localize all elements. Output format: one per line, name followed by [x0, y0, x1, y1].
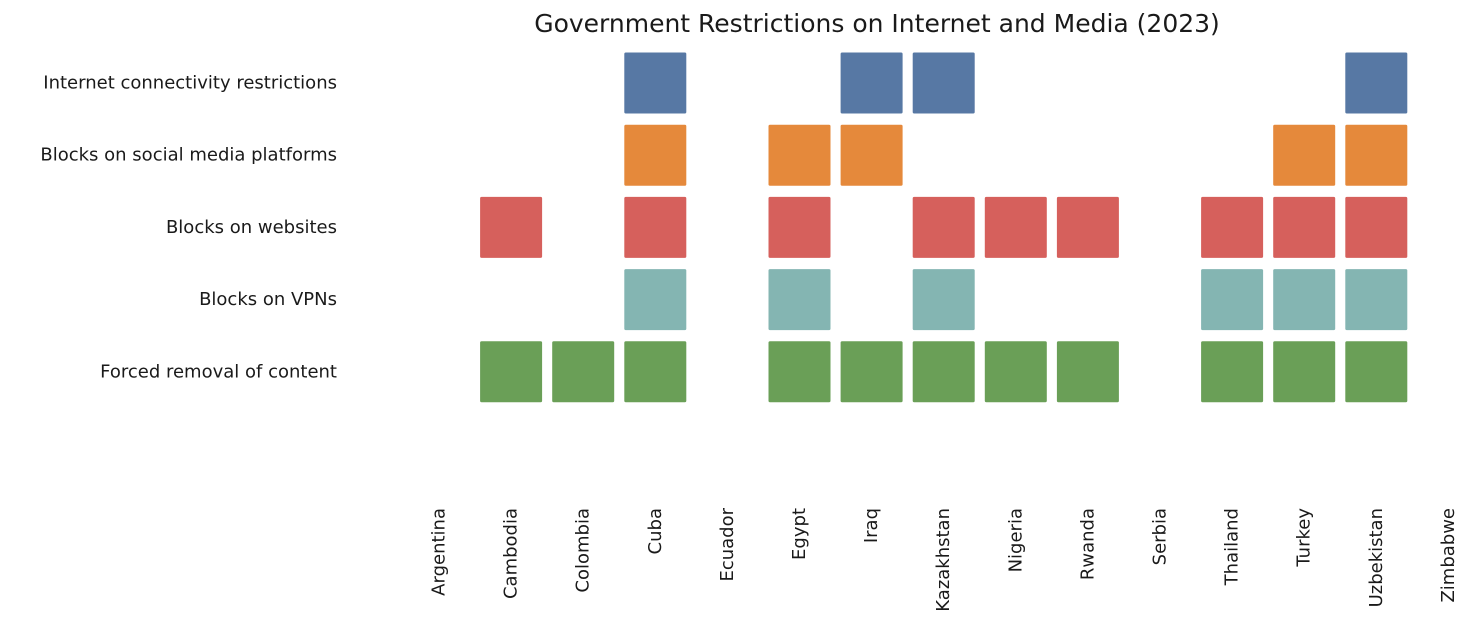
column-label: Cambodia [501, 508, 522, 599]
heatmap-cell [624, 341, 687, 403]
row-label: Blocks on websites [166, 217, 337, 238]
heatmap-cell [768, 124, 831, 186]
heatmap-cell [984, 341, 1047, 403]
heatmap-cell [1056, 196, 1119, 258]
heatmap-cell [1345, 269, 1408, 331]
heatmap-cell [624, 196, 687, 258]
column-labels: Argentina Cambodia Colombia Cuba Ecuador Egyp… [429, 507, 1459, 611]
heatmap-cell [984, 196, 1047, 258]
heatmap-cell [480, 196, 543, 258]
heatmap-cell [840, 341, 903, 403]
heatmap-cell [1273, 269, 1336, 331]
heatmap-cell [1345, 341, 1408, 403]
column-label: Iraq [861, 508, 882, 543]
row-labels: Internet connectivity restrictions Blocks… [40, 73, 337, 383]
heatmap-cell [624, 124, 687, 186]
column-label: Ecuador [717, 507, 738, 581]
heatmap-cell [768, 269, 831, 331]
column-label: Egypt [789, 508, 810, 560]
column-label: Serbia [1150, 508, 1171, 565]
chart-title: Government Restrictions on Internet and … [534, 9, 1220, 38]
heatmap-cell [480, 341, 543, 403]
heatmap-cell [1201, 341, 1264, 403]
column-label: Cuba [645, 508, 666, 554]
heatmap-cell [1273, 341, 1336, 403]
heatmap-cell [1273, 196, 1336, 258]
column-label: Zimbabwe [1438, 508, 1459, 603]
heatmap-cell [768, 196, 831, 258]
heatmap-cell [1201, 196, 1264, 258]
heatmap-cell [624, 52, 687, 114]
column-label: Rwanda [1077, 508, 1098, 580]
heatmap-cell [1201, 269, 1264, 331]
column-label: Uzbekistan [1366, 508, 1387, 607]
heatmap-cell [1056, 341, 1119, 403]
heatmap-cell [912, 52, 975, 114]
column-label: Turkey [1294, 508, 1315, 568]
heatmap-cell [1273, 124, 1336, 186]
heatmap-cell [552, 341, 615, 403]
column-label: Thailand [1222, 508, 1243, 586]
heatmap-cell [1345, 124, 1408, 186]
row-label: Internet connectivity restrictions [43, 73, 337, 94]
heatmap-cell [840, 124, 903, 186]
row-label: Forced removal of content [100, 361, 337, 382]
heatmap-cell [912, 196, 975, 258]
heatmap-cell [840, 52, 903, 114]
heatmap-cell [912, 341, 975, 403]
row-label: Blocks on social media platforms [40, 145, 337, 166]
heatmap-cells [480, 52, 1408, 403]
heatmap-cell [1345, 52, 1408, 114]
heatmap-cell [912, 269, 975, 331]
heatmap-cell [1345, 196, 1408, 258]
column-label: Nigeria [1005, 508, 1026, 572]
row-label: Blocks on VPNs [199, 289, 337, 310]
heatmap-cell [768, 341, 831, 403]
column-label: Argentina [429, 508, 450, 596]
column-label: Colombia [573, 508, 594, 593]
heatmap-cell [624, 269, 687, 331]
column-label: Kazakhstan [933, 508, 954, 612]
